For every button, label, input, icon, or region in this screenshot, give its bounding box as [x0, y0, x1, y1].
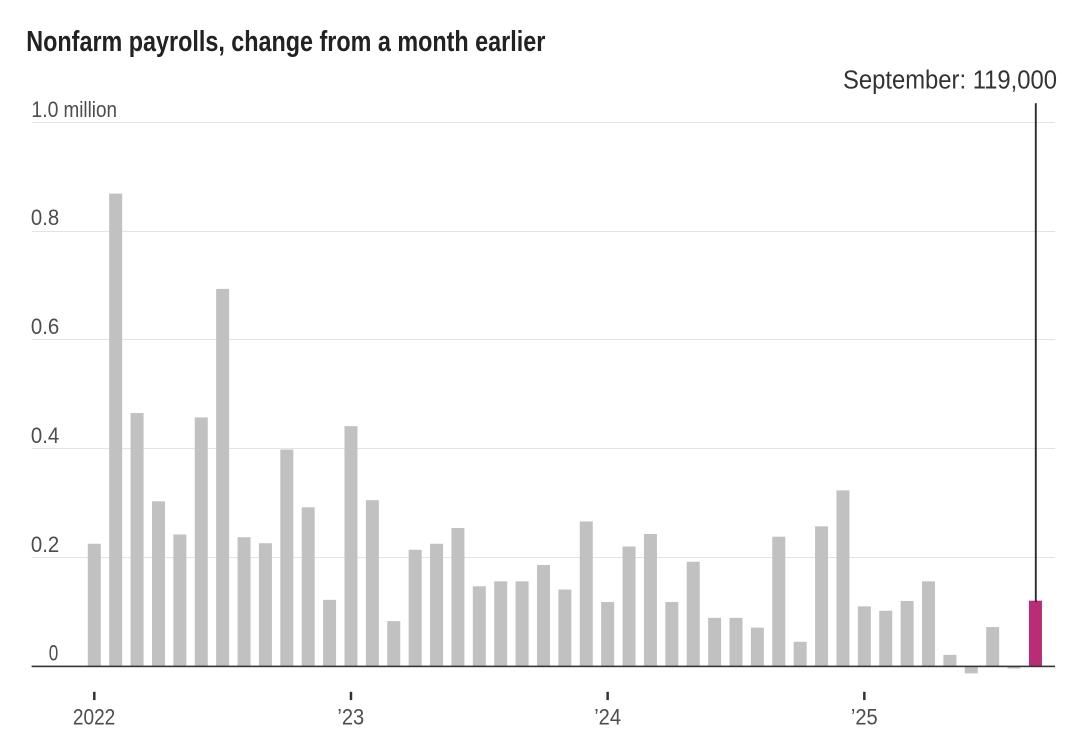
svg-text:0: 0 [49, 641, 59, 666]
svg-text:’25: ’25 [851, 705, 878, 730]
svg-text:0.8: 0.8 [31, 205, 59, 230]
svg-text:’23: ’23 [337, 705, 364, 730]
svg-text:’24: ’24 [594, 705, 621, 730]
svg-text:0.2: 0.2 [31, 532, 59, 557]
svg-text:2022: 2022 [73, 705, 115, 730]
svg-text:Nonfarm payrolls, change from: Nonfarm payrolls, change from a month ea… [26, 26, 545, 58]
svg-text:1.0: 1.0 [31, 97, 58, 122]
svg-text:0.6: 0.6 [31, 314, 59, 339]
svg-text:million: million [64, 97, 118, 122]
svg-text:0.4: 0.4 [31, 423, 59, 448]
svg-text:September: 119,000: September: 119,000 [843, 65, 1057, 95]
